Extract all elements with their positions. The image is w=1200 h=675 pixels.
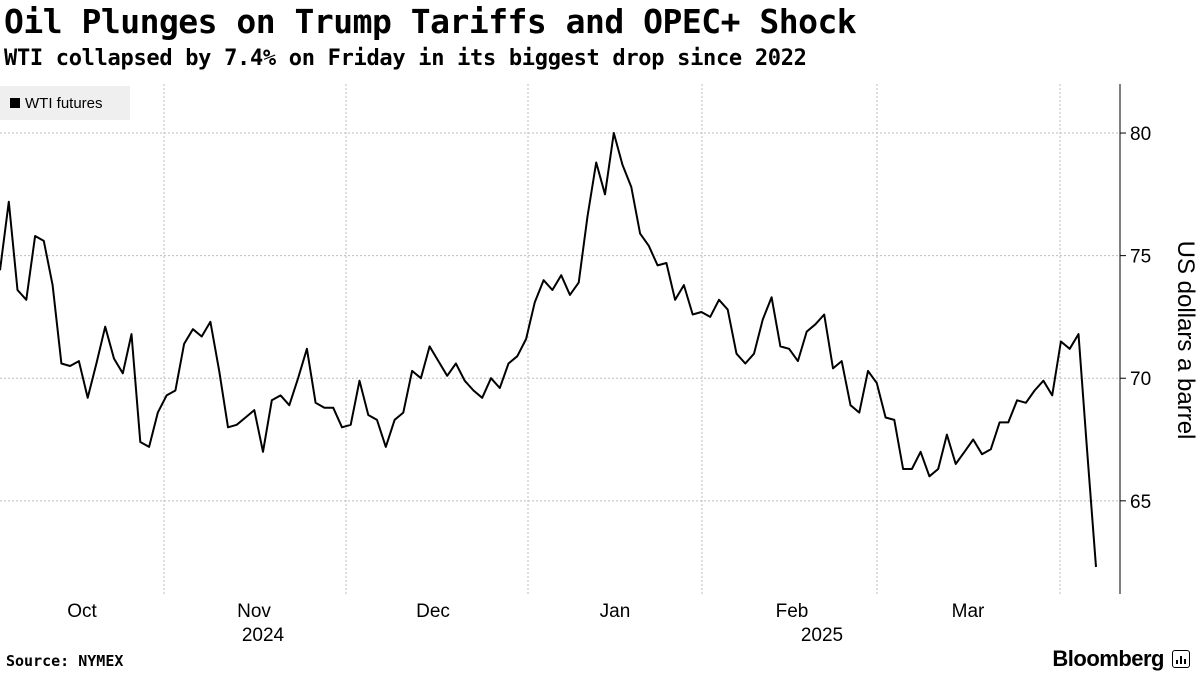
brand-name: Bloomberg: [1052, 646, 1164, 671]
bloomberg-logo: Bloomberg: [1052, 646, 1190, 672]
y-tick-label-75: 75: [1130, 247, 1151, 268]
year-label-2024: 2024: [242, 625, 285, 646]
year-label-2025: 2025: [801, 625, 843, 646]
y-tick-label-80: 80: [1130, 124, 1151, 145]
x-tick-label-oct: Oct: [67, 601, 97, 622]
chart-title: Oil Plunges on Trump Tariffs and OPEC+ S…: [4, 2, 857, 41]
legend-swatch-icon: [10, 98, 20, 108]
y-axis-title: US dollars a barrel: [1172, 241, 1199, 440]
source-note: Source: NYMEX: [6, 652, 124, 670]
x-tick-label-feb: Feb: [776, 601, 809, 622]
y-tick-label-65: 65: [1130, 492, 1151, 513]
series-line-wti-futures: [0, 132, 1097, 568]
legend: WTI futures: [0, 86, 130, 120]
y-tick-label-70: 70: [1130, 369, 1151, 390]
x-tick-label-nov: Nov: [237, 601, 271, 622]
legend-label: WTI futures: [25, 94, 103, 112]
x-tick-label-mar: Mar: [952, 601, 985, 622]
chart-subtitle: WTI collapsed by 7.4% on Friday in its b…: [4, 46, 807, 71]
x-tick-label-dec: Dec: [416, 601, 450, 622]
bloomberg-chart-icon: [1172, 650, 1190, 668]
x-tick-label-jan: Jan: [600, 601, 631, 622]
